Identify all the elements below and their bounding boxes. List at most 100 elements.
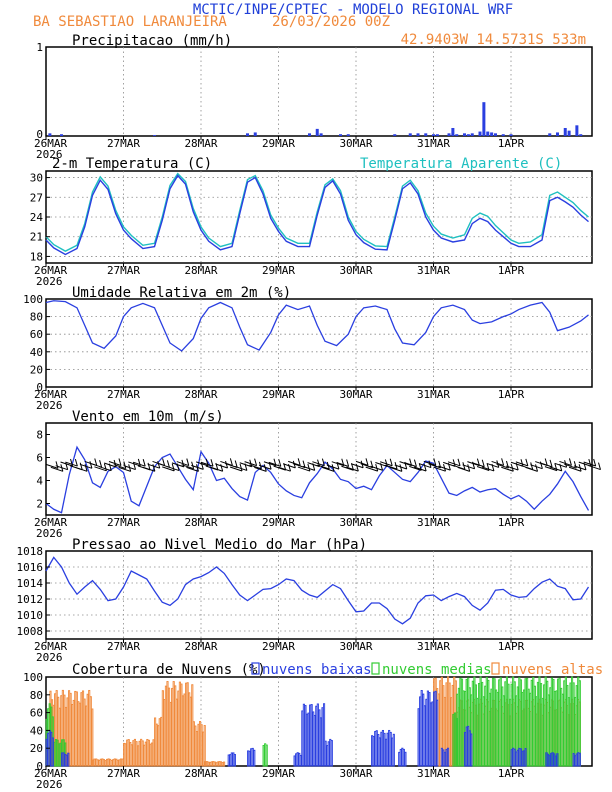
cloud-bar-altas [102,759,105,767]
cloud-bar-medias [487,679,490,767]
cloud-bar-medias [505,676,509,767]
cloud-bar-altas [197,723,200,767]
x-tick-label: 28MAR [184,137,217,150]
x-tick-label: 1APR [498,640,525,653]
apparent-temperature-line [45,172,589,252]
cloud-bar-altas [144,741,147,767]
cloud-bar-altas [186,682,189,767]
wind-barb-flag [191,461,195,469]
cloud-bar-altas [93,758,96,767]
wind-barb [195,461,209,467]
cloud-bar-baixas [310,704,313,767]
cloud-bar-baixas [516,749,519,767]
wind-barb [496,463,509,469]
wind-barb [200,461,214,467]
wind-barb [317,464,330,470]
cloud-bar-medias [498,679,501,767]
legend-altas-swatch [491,662,500,675]
cloud-bar-baixas [381,729,385,767]
y-tick-label: 8 [36,429,43,442]
cloud-bar-altas [174,685,177,767]
cloud-bar-altas [96,759,99,767]
wind-barb-flag [573,461,577,469]
cloud-bar-medias [538,676,541,767]
cloud-bar-altas [185,682,188,767]
cloud-bar-baixas [229,754,232,767]
cloud-bar-baixas [319,717,323,767]
cloud-bar-altas [146,738,149,767]
cloud-bar-medias [471,680,474,767]
marks-layer [45,102,601,767]
x-tick-label: 1APR [498,388,525,401]
cloud-bar-altas [157,725,160,767]
wind-barb-flag [79,462,83,470]
wind-barb [123,465,136,471]
precip-bar [319,133,323,136]
wind-barb-flag [598,462,601,470]
wind-barb-flag [568,458,572,466]
cloud-bar-medias [457,687,460,767]
wind-speed-line [45,445,590,514]
cloud-bar-baixas [574,755,577,767]
wind-barb-flag [55,461,59,469]
wind-barb [55,465,68,471]
cloud-bar-altas [116,759,119,767]
precip-bar [563,127,567,136]
pressure-panel [45,550,593,640]
cloud-bar-baixas [383,732,386,767]
cloud-bar-baixas [321,707,324,767]
cloud-bar-baixas [315,705,318,767]
cloud-bar-altas [78,702,81,767]
wind-barb-flag [365,458,369,466]
wind-barb-flag [462,462,466,470]
cloud-bar-baixas [298,752,301,767]
wind-barb [491,460,504,466]
wind-barb [94,466,107,472]
cloud-bar-baixas [578,752,581,767]
cloud-bar-medias [560,687,563,767]
cloud-bar-altas [83,698,86,767]
cloud-bar-altas [98,759,101,767]
wind-barb-flag [186,458,190,466]
cloud-bar-baixas [420,690,423,767]
cloud-bar-altas [180,683,183,767]
cloud-bar-medias [543,684,546,767]
wind-barb [113,464,126,470]
precip-bar [466,134,470,136]
wind-barb-flag [501,458,505,466]
cloud-bar-baixas [422,693,425,767]
x-tick-label: 1APR [498,767,525,780]
cloud-bar-altas [75,691,78,767]
precip-bar [432,134,435,136]
y-tick-label: 0 [36,760,43,773]
cloud-bar-altas [158,718,161,767]
temperature-line [45,174,589,256]
y-tick-label: 60 [30,328,43,341]
cloud-bar-medias [474,684,478,767]
cloud-bar-medias [484,685,487,767]
cloud-bar-baixas [309,704,312,767]
cloud-bar-baixas [67,752,70,767]
legend-medias: nuvens medias [382,662,492,678]
wind-barb [355,460,369,466]
humidity-panel [45,298,593,388]
wind-barb [530,464,543,470]
y-tick-label: 80 [30,311,43,324]
legend-medias-swatch [371,662,380,675]
cloud-bar-baixas [378,737,381,767]
humidity-title: Umidade Relativa em 2m (%) [72,285,291,301]
wind-barb [457,466,470,472]
precip-bar [501,134,505,136]
wind-barb [389,466,403,472]
y-tick-label: 21 [30,231,43,244]
x-tick-label: 27MAR [107,388,140,401]
cloud-bar-altas [439,680,442,767]
cloud-bar-baixas [329,738,332,767]
wind-barb [380,461,393,467]
wind-barb-flag [399,464,403,472]
cloud-bar-altas [164,685,168,767]
cloud-bar-medias [460,678,464,767]
cloud-bar-medias [496,691,499,767]
wind-barb [515,461,529,467]
cloud-bar-medias [530,679,533,767]
